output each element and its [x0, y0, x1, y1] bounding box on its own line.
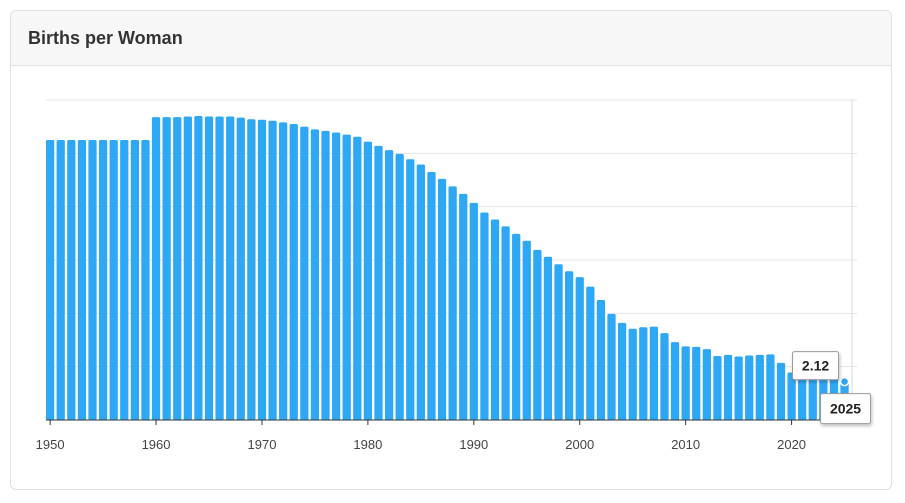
bar[interactable] — [437, 178, 447, 420]
bar[interactable] — [67, 140, 76, 420]
bar[interactable] — [639, 327, 648, 420]
bar[interactable] — [151, 117, 161, 420]
hover-point-marker — [839, 376, 850, 387]
bar[interactable] — [173, 117, 182, 420]
card-header: Births per Woman — [11, 11, 891, 66]
bar[interactable] — [469, 202, 478, 420]
bar[interactable] — [660, 333, 669, 420]
bar[interactable] — [628, 328, 637, 420]
tooltip-value: 2.12 — [802, 358, 829, 374]
bar[interactable] — [480, 212, 489, 420]
bar[interactable] — [565, 271, 574, 420]
bar[interactable] — [247, 119, 256, 420]
x-tick-label: 1970 — [248, 437, 277, 452]
bar[interactable] — [109, 140, 118, 420]
bar[interactable] — [702, 349, 711, 420]
bar[interactable] — [98, 140, 108, 420]
bar[interactable] — [395, 153, 404, 420]
bar[interactable] — [289, 124, 298, 420]
bar[interactable] — [384, 150, 394, 420]
bar[interactable] — [522, 240, 531, 420]
tooltip-value-box — [792, 351, 840, 381]
bar[interactable] — [787, 372, 796, 420]
bar[interactable] — [268, 120, 277, 421]
bar[interactable] — [617, 322, 627, 420]
bar[interactable] — [575, 277, 584, 420]
bar[interactable] — [798, 375, 807, 420]
bar[interactable] — [374, 145, 383, 420]
bar[interactable] — [554, 264, 563, 420]
bar[interactable] — [490, 219, 500, 420]
bar[interactable] — [459, 193, 468, 420]
tooltip-category-box — [820, 393, 872, 425]
bar[interactable] — [533, 249, 542, 420]
bar[interactable] — [342, 134, 351, 421]
bar[interactable] — [215, 116, 224, 420]
x-tick-label: 1980 — [353, 437, 382, 452]
bar[interactable] — [808, 377, 817, 420]
bar[interactable] — [586, 286, 595, 420]
bar[interactable] — [416, 164, 425, 420]
bar[interactable] — [257, 119, 267, 420]
bar[interactable] — [755, 354, 764, 420]
x-tick-label: 1960 — [142, 437, 171, 452]
bar[interactable] — [236, 117, 245, 420]
bar[interactable] — [427, 172, 436, 420]
bar[interactable] — [406, 159, 415, 420]
bar[interactable] — [194, 116, 203, 420]
bar[interactable] — [183, 116, 192, 420]
bar[interactable] — [310, 129, 320, 420]
bar[interactable] — [279, 122, 288, 421]
bar[interactable] — [713, 356, 722, 420]
x-tick-label: 1990 — [459, 437, 488, 452]
x-tick-label: 2000 — [565, 437, 594, 452]
chart-title: Births per Woman — [28, 27, 183, 48]
bar[interactable] — [162, 117, 171, 420]
x-tick-label: 2010 — [671, 437, 700, 452]
bar[interactable] — [141, 140, 150, 420]
bar[interactable] — [120, 140, 129, 420]
bar[interactable] — [226, 116, 235, 420]
bar[interactable] — [670, 342, 680, 420]
bar[interactable] — [363, 141, 373, 420]
bar[interactable] — [56, 140, 65, 420]
x-tick-label: 1950 — [36, 437, 65, 452]
bar[interactable] — [46, 140, 55, 420]
bar[interactable] — [353, 136, 362, 421]
bar[interactable] — [607, 313, 616, 420]
bar[interactable] — [766, 354, 775, 420]
bar[interactable] — [130, 140, 139, 420]
bar[interactable] — [745, 355, 754, 420]
bar[interactable] — [681, 346, 690, 420]
bar[interactable] — [596, 300, 606, 420]
bar[interactable] — [77, 140, 87, 420]
tooltip-category: 2025 — [830, 401, 861, 417]
bar[interactable] — [448, 186, 457, 420]
bar[interactable] — [501, 226, 510, 420]
bar[interactable] — [300, 126, 309, 421]
bar[interactable] — [692, 346, 701, 420]
bar[interactable] — [88, 140, 97, 420]
bar[interactable] — [331, 132, 341, 420]
bar[interactable] — [204, 116, 214, 420]
bar[interactable] — [734, 356, 743, 420]
bar[interactable] — [321, 130, 330, 420]
bar[interactable] — [776, 362, 786, 420]
bar[interactable] — [543, 256, 553, 420]
x-tick-label: 2020 — [777, 437, 806, 452]
bar[interactable] — [512, 233, 521, 420]
bar[interactable] — [723, 354, 733, 420]
bar[interactable] — [649, 326, 659, 420]
